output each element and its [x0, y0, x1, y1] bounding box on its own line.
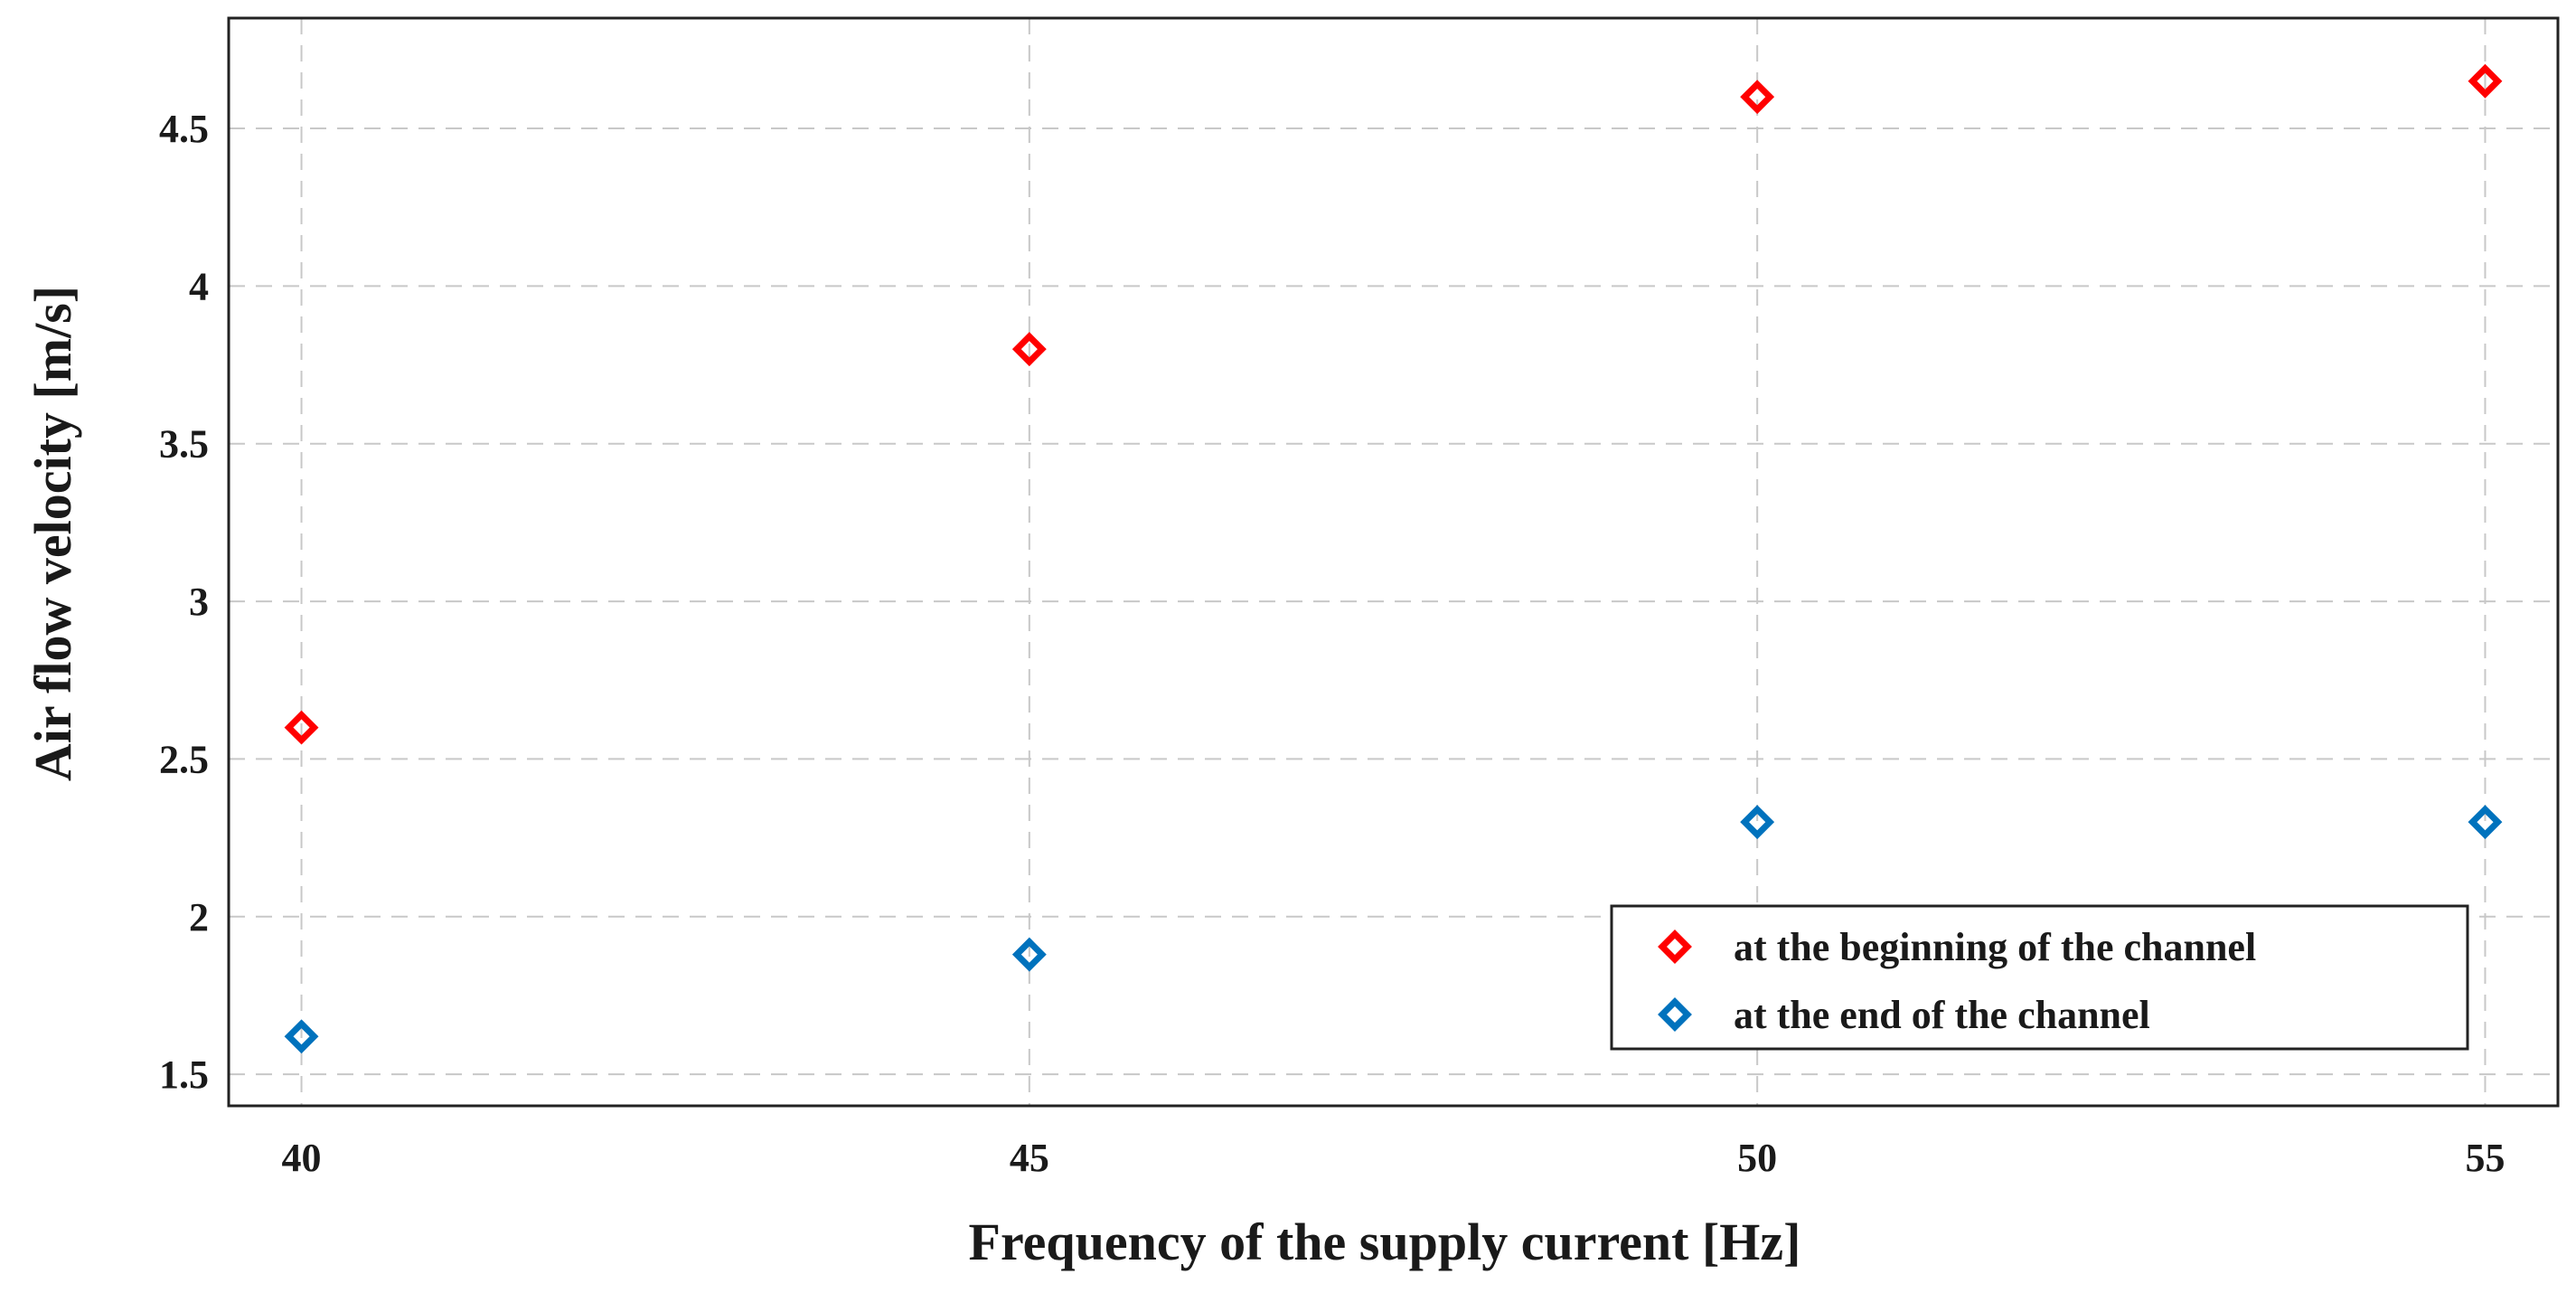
plot-frame	[227, 16, 2560, 1108]
data-point-series-1	[1011, 332, 1047, 367]
data-point-series-2	[1740, 805, 1775, 840]
data-point-series-1	[1740, 80, 1775, 115]
data-point-series-2	[1011, 937, 1047, 972]
x-axis-title: Frequency of the supply current [Hz]	[969, 1213, 1801, 1271]
x-tick-label: 55	[2465, 1136, 2505, 1180]
y-tick-label: 2	[189, 895, 209, 939]
data-point-series-1	[284, 710, 319, 745]
tick-labels: 40 45 50 55 1.5 2 2.5 3 3.5 4 4.5	[159, 107, 2505, 1180]
x-tick-label: 50	[1737, 1136, 1777, 1180]
legend-marker	[1658, 997, 1692, 1032]
y-axis-title: Air flow velocity [m/s]	[24, 286, 82, 781]
y-tick-label: 3.5	[159, 422, 209, 467]
legend-items: at the beginning of the channel at the en…	[1658, 925, 2256, 1037]
y-tick-label: 4	[189, 264, 209, 308]
y-tick-label: 1.5	[159, 1052, 209, 1097]
data-point-series-1	[2468, 63, 2503, 99]
legend-box	[1610, 904, 2469, 1051]
legend-label: at the beginning of the channel	[1734, 925, 2256, 969]
legend: at the beginning of the channel at the en…	[1610, 904, 2469, 1051]
y-tick-label: 3	[189, 580, 209, 624]
y-tick-label: 4.5	[159, 107, 209, 151]
x-tick-label: 40	[282, 1136, 322, 1180]
data-point-series-2	[2468, 805, 2503, 840]
data-point-series-2	[284, 1019, 319, 1054]
data-points	[284, 63, 2503, 1054]
y-tick-label: 2.5	[159, 737, 209, 781]
plot-border	[227, 16, 2560, 1108]
legend-label: at the end of the channel	[1734, 993, 2150, 1037]
x-tick-label: 45	[1010, 1136, 1049, 1180]
grid-layer	[229, 18, 2558, 1106]
legend-marker	[1658, 930, 1692, 964]
